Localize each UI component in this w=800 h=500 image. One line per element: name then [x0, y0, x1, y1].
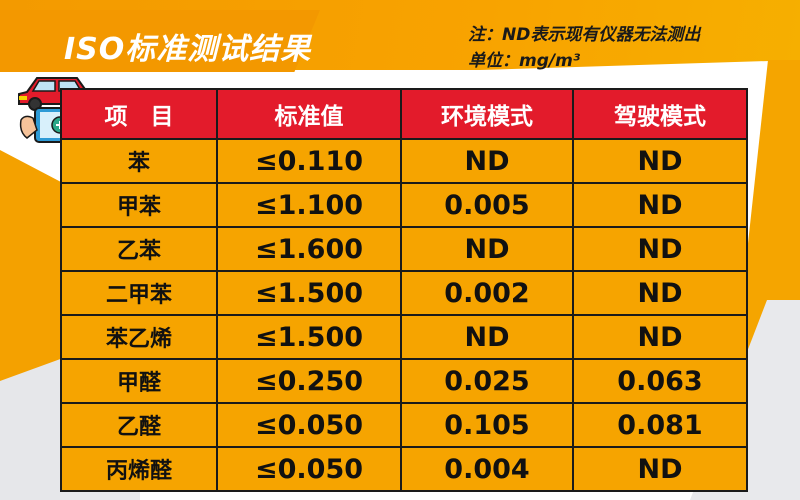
cell-item: 甲醛	[60, 358, 218, 404]
column-header-item: 项 目	[60, 88, 218, 140]
results-table: 项 目 标准值 环境模式 驾驶模式 苯 ≤0.110 ND ND 甲苯 ≤1.1…	[60, 88, 748, 492]
table-row: 甲苯 ≤1.100 0.005 ND	[60, 182, 748, 228]
table-row: 甲醛 ≤0.250 0.025 0.063	[60, 358, 748, 404]
cell-item: 苯乙烯	[60, 314, 218, 360]
cell-standard: ≤0.050	[216, 402, 402, 448]
column-header-env-mode: 环境模式	[400, 88, 574, 140]
cell-item: 丙烯醛	[60, 446, 218, 492]
cell-standard: ≤1.600	[216, 226, 402, 272]
cell-standard: ≤0.050	[216, 446, 402, 492]
note-unit: 单位：mg/m³	[468, 51, 581, 71]
cell-standard: ≤1.500	[216, 270, 402, 316]
cell-drive: ND	[572, 270, 748, 316]
table-row: 丙烯醛 ≤0.050 0.004 ND	[60, 446, 748, 492]
cell-env: ND	[400, 226, 574, 272]
cell-item: 乙醛	[60, 402, 218, 448]
column-header-standard: 标准值	[216, 88, 402, 140]
table-row: 二甲苯 ≤1.500 0.002 ND	[60, 270, 748, 316]
cell-env: 0.025	[400, 358, 574, 404]
note-block: 注：ND表示现有仪器无法测出 单位：mg/m³	[468, 22, 700, 74]
cell-env: 0.105	[400, 402, 574, 448]
cell-item: 二甲苯	[60, 270, 218, 316]
cell-standard: ≤0.250	[216, 358, 402, 404]
cell-env: 0.005	[400, 182, 574, 228]
table-row: 乙苯 ≤1.600 ND ND	[60, 226, 748, 272]
cell-drive: ND	[572, 226, 748, 272]
table-row: 苯乙烯 ≤1.500 ND ND	[60, 314, 748, 360]
cell-item: 苯	[60, 138, 218, 184]
cell-drive: ND	[572, 446, 748, 492]
cell-standard: ≤1.100	[216, 182, 402, 228]
cell-env: ND	[400, 314, 574, 360]
cell-drive: 0.063	[572, 358, 748, 404]
cell-env: ND	[400, 138, 574, 184]
cell-drive: 0.081	[572, 402, 748, 448]
cell-drive: ND	[572, 138, 748, 184]
note-nd: 注：ND表示现有仪器无法测出	[468, 25, 701, 45]
page-title: ISO标准测试结果	[64, 32, 312, 67]
cell-item: 甲苯	[60, 182, 218, 228]
cell-standard: ≤0.110	[216, 138, 402, 184]
column-header-drive-mode: 驾驶模式	[572, 88, 748, 140]
table-row: 苯 ≤0.110 ND ND	[60, 138, 748, 184]
cell-drive: ND	[572, 182, 748, 228]
header-row: 项 目 标准值 环境模式 驾驶模式	[60, 88, 748, 140]
cell-item: 乙苯	[60, 226, 218, 272]
cell-env: 0.004	[400, 446, 574, 492]
table-row: 乙醛 ≤0.050 0.105 0.081	[60, 402, 748, 448]
title-banner	[0, 10, 320, 72]
cell-env: 0.002	[400, 270, 574, 316]
cell-standard: ≤1.500	[216, 314, 402, 360]
cell-drive: ND	[572, 314, 748, 360]
